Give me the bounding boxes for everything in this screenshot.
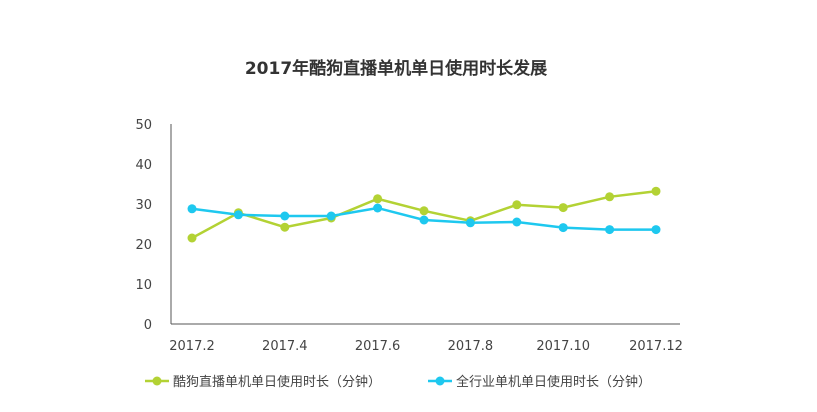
data-point-0 <box>373 194 383 204</box>
legend-item-1: 全行业单机单日使用时长（分钟） <box>428 374 651 390</box>
y-tick-label: 0 <box>144 318 152 333</box>
data-point-0 <box>605 192 615 202</box>
data-point-0 <box>419 206 429 216</box>
data-point-1 <box>512 217 522 227</box>
data-point-1 <box>651 225 661 235</box>
chart-title: 2017年酷狗直播单机单日使用时长发展 <box>245 58 547 79</box>
data-point-1 <box>373 203 383 213</box>
data-point-0 <box>558 203 568 213</box>
y-tick-label: 50 <box>135 118 152 133</box>
data-point-0 <box>651 186 661 196</box>
data-point-1 <box>605 225 615 235</box>
legend-label: 全行业单机单日使用时长（分钟） <box>456 374 651 390</box>
x-tick-label: 2017.6 <box>355 339 401 354</box>
data-point-1 <box>280 211 290 221</box>
y-tick-label: 30 <box>135 198 152 213</box>
x-tick-label: 2017.8 <box>448 339 494 354</box>
legend-label: 酷狗直播单机单日使用时长（分钟） <box>173 374 381 390</box>
legend-marker-icon <box>152 376 162 386</box>
data-point-0 <box>187 233 197 243</box>
legend-item-0: 酷狗直播单机单日使用时长（分钟） <box>145 374 381 390</box>
x-tick-label: 2017.2 <box>169 339 215 354</box>
x-tick-label: 2017.4 <box>262 339 308 354</box>
y-tick-label: 20 <box>135 238 152 253</box>
axes: 0 10 20 30 40 50 2017.2 2017.4 2017.6 2017.8 2017.… <box>135 118 682 354</box>
data-point-1 <box>419 215 429 225</box>
data-point-1 <box>558 223 568 233</box>
data-point-1 <box>187 204 197 214</box>
data-point-1 <box>465 218 475 228</box>
data-point-0 <box>280 222 290 232</box>
data-point-1 <box>233 210 243 220</box>
x-tick-label: 2017.12 <box>629 339 683 354</box>
data-point-0 <box>512 200 522 210</box>
legend-marker-icon <box>435 376 445 386</box>
legend: 酷狗直播单机单日使用时长（分钟） 全行业单机单日使用时长（分钟） <box>145 374 651 390</box>
y-tick-label: 40 <box>135 158 152 173</box>
x-tick-label: 2017.10 <box>536 339 590 354</box>
series-group <box>187 186 661 243</box>
data-point-1 <box>326 211 336 221</box>
y-tick-label: 10 <box>135 278 152 293</box>
